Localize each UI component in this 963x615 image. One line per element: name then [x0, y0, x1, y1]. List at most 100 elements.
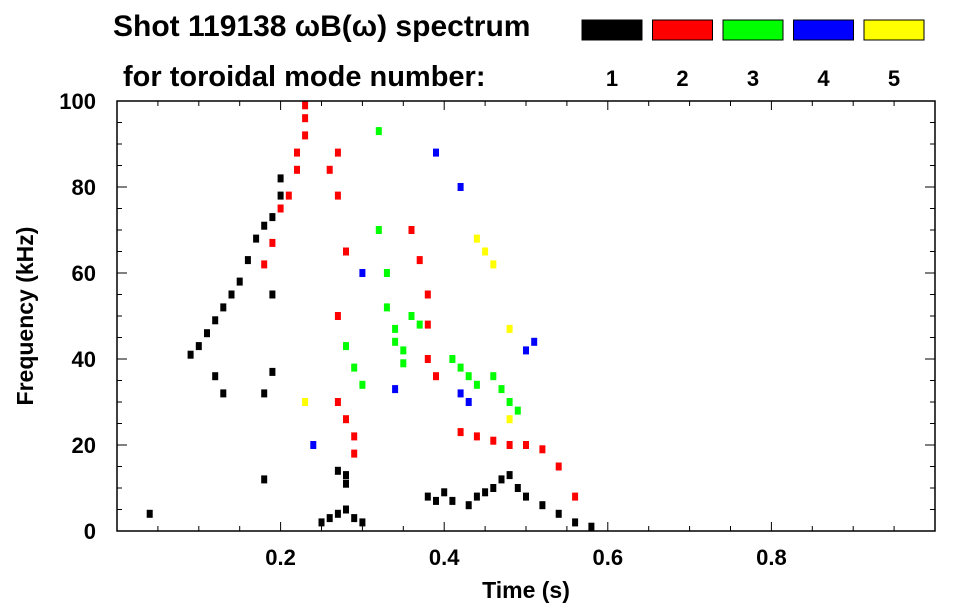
point-mode-2-0 [261, 260, 268, 269]
legend-label-mode-2: 2 [676, 66, 688, 91]
point-mode-1-31 [441, 488, 448, 497]
legend-label-mode-5: 5 [888, 66, 900, 91]
x-tick-label: 0.6 [593, 545, 624, 570]
point-mode-2-19 [416, 256, 423, 265]
point-mode-3-18 [498, 385, 505, 394]
y-axis-label: Frequency (kHz) [12, 227, 38, 406]
point-mode-1-33 [465, 501, 472, 510]
point-mode-2-25 [473, 432, 480, 441]
point-mode-1-34 [473, 492, 480, 501]
point-mode-1-3 [204, 329, 210, 338]
point-mode-3-14 [457, 363, 464, 372]
point-mode-1-23 [343, 505, 349, 514]
point-mode-1-29 [424, 492, 431, 501]
point-mode-4-4 [465, 398, 472, 406]
point-mode-1-16 [269, 367, 276, 376]
point-mode-1-20 [318, 518, 325, 527]
point-mode-2-27 [506, 441, 513, 449]
point-mode-1-13 [277, 174, 284, 183]
point-mode-1-39 [514, 484, 521, 492]
point-mode-3-15 [465, 372, 472, 381]
point-mode-3-7 [400, 359, 407, 368]
point-mode-2-12 [343, 247, 349, 256]
y-tick-label: 40 [72, 347, 96, 372]
point-mode-3-1 [375, 226, 382, 234]
point-mode-2-20 [424, 290, 431, 299]
y-tick-label: 60 [72, 261, 96, 286]
point-mode-1-5 [220, 303, 227, 312]
y-tick-label: 0 [84, 519, 96, 544]
legend-label-mode-3: 3 [747, 66, 759, 91]
point-mode-1-2 [195, 342, 202, 351]
point-mode-2-14 [334, 398, 341, 406]
point-mode-2-22 [424, 355, 431, 363]
y-tick-label: 20 [72, 433, 96, 458]
point-mode-1-36 [490, 484, 497, 492]
point-mode-3-5 [392, 337, 399, 346]
point-mode-2-10 [334, 148, 341, 157]
point-mode-2-28 [523, 441, 529, 449]
point-mode-1-37 [498, 475, 505, 484]
point-mode-4-0 [310, 441, 317, 449]
chart-title: Shot 119138 ωB(ω) spectrum [113, 10, 530, 43]
point-mode-2-23 [433, 372, 439, 381]
point-mode-1-19 [261, 475, 268, 484]
point-mode-2-21 [424, 320, 431, 329]
point-mode-2-26 [490, 436, 497, 445]
point-mode-1-41 [539, 501, 546, 510]
point-mode-3-11 [408, 312, 415, 320]
plot-frame [116, 100, 936, 532]
legend-swatch-mode-5 [863, 19, 925, 41]
point-mode-2-18 [408, 226, 415, 234]
y-tick-labels: 0 20 40 60 80 100 [59, 89, 96, 544]
series-mode-2 [261, 101, 579, 501]
chart-subtitle: for toroidal mode number: [123, 61, 486, 93]
x-tick-label: 0.8 [756, 545, 787, 570]
mode-legend: 1 2 3 4 5 [581, 19, 925, 91]
point-mode-1-24 [351, 514, 358, 523]
point-mode-1-42 [555, 509, 562, 518]
point-mode-2-3 [285, 191, 292, 200]
point-mode-2-1 [269, 238, 276, 247]
point-mode-4-7 [359, 269, 366, 277]
point-mode-4-5 [523, 346, 529, 355]
series-mode-3 [343, 127, 521, 415]
point-mode-3-8 [343, 342, 349, 351]
series-mode-4 [310, 148, 538, 449]
point-mode-4-3 [457, 389, 464, 398]
point-mode-2-8 [302, 101, 309, 110]
legend-label-mode-4: 4 [817, 66, 830, 91]
point-mode-1-35 [482, 488, 489, 497]
point-mode-5-3 [490, 260, 497, 269]
point-mode-2-16 [351, 432, 358, 441]
point-mode-2-15 [343, 415, 349, 424]
point-mode-5-1 [473, 234, 480, 243]
point-mode-5-4 [506, 324, 513, 333]
point-mode-3-4 [392, 324, 399, 333]
point-mode-2-29 [539, 445, 546, 454]
point-mode-1-12 [277, 191, 284, 200]
y-tick-label: 100 [59, 89, 96, 114]
point-mode-1-40 [523, 492, 529, 501]
point-mode-1-8 [244, 256, 251, 265]
point-mode-2-24 [457, 428, 464, 437]
point-mode-1-7 [236, 277, 243, 286]
point-mode-2-30 [555, 462, 562, 471]
point-mode-5-5 [506, 415, 513, 424]
point-mode-3-0 [375, 127, 382, 136]
spectrum-points [146, 101, 595, 531]
point-mode-1-11 [269, 213, 276, 222]
point-mode-1-0 [146, 509, 153, 518]
x-axis-label: Time (s) [482, 577, 570, 603]
point-mode-3-16 [473, 380, 480, 389]
point-mode-1-9 [253, 234, 260, 243]
point-mode-1-32 [449, 496, 456, 505]
point-mode-2-2 [277, 204, 284, 213]
point-mode-3-10 [359, 380, 366, 389]
point-mode-1-27 [343, 471, 349, 480]
point-mode-5-0 [302, 398, 309, 406]
point-mode-1-15 [220, 389, 227, 398]
point-mode-1-26 [334, 466, 341, 475]
point-mode-4-1 [433, 148, 439, 157]
